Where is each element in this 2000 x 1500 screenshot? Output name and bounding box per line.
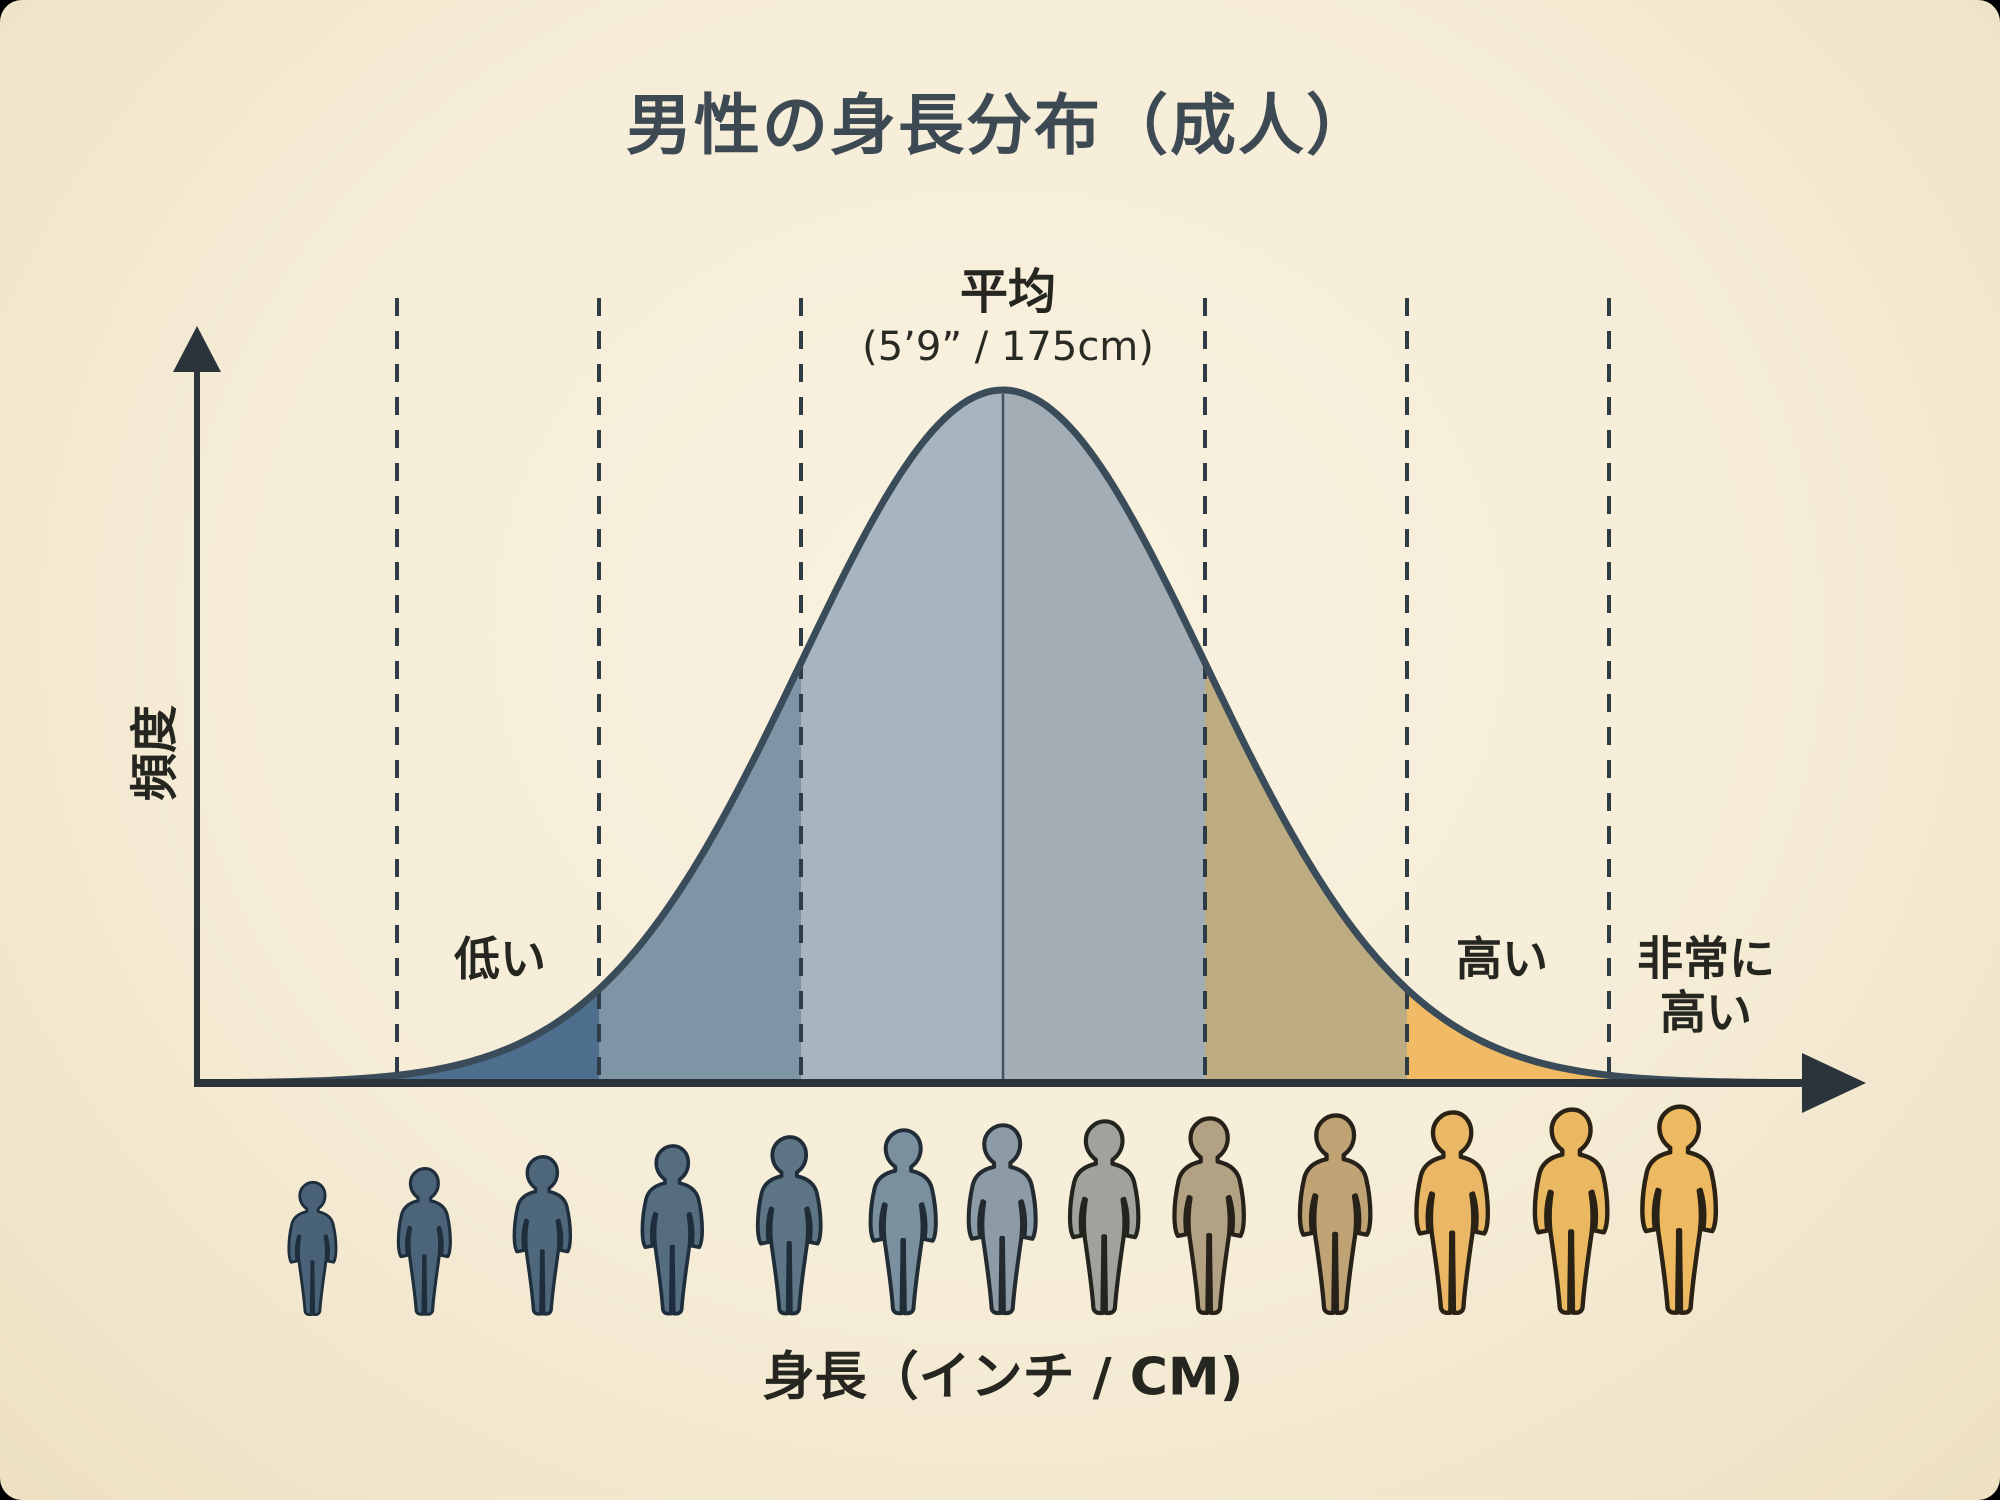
bell-curve-chart [0, 0, 2000, 1500]
x-axis-label: 身長（インチ / CM) [763, 1335, 1244, 1410]
person-figure [871, 1130, 936, 1313]
person-figure [514, 1157, 570, 1314]
y-axis-label: 頻度 [115, 705, 185, 801]
region-label-very-tall-line1: 非常に [1637, 932, 1775, 986]
person-figure [1416, 1112, 1487, 1312]
mean-value-label: (5’9” / 175cm) [862, 324, 1154, 370]
person-figure [1070, 1121, 1138, 1313]
page-title: 男性の身長分布（成人） [626, 72, 1374, 168]
mean-label: 平均 [960, 252, 1056, 322]
sigma-band [1205, 295, 1407, 1083]
sigma-band [1003, 295, 1205, 1083]
person-figure [758, 1137, 821, 1313]
sigma-band [599, 295, 801, 1083]
distribution-bands [200, 295, 1815, 1083]
y-axis-arrow-icon [173, 326, 221, 372]
region-label-very-tall-line2: 高い [1637, 986, 1775, 1040]
person-figure [289, 1182, 336, 1314]
height-figures [289, 1107, 1716, 1315]
person-figure [1535, 1110, 1607, 1313]
person-figure [642, 1146, 702, 1314]
region-label-very-tall: 非常に 高い [1637, 932, 1775, 1041]
person-figure [969, 1125, 1036, 1313]
person-figure [1642, 1107, 1715, 1313]
person-figure [1300, 1115, 1370, 1312]
region-label-tall: 高い [1456, 923, 1548, 989]
x-axis-arrow-icon [1802, 1053, 1866, 1113]
region-label-short: 低い [454, 923, 546, 989]
sigma-band [801, 295, 1003, 1083]
infographic-page: 男性の身長分布（成人） 頻度 平均 (5’9” / 175cm) 低い 高い 非… [0, 0, 2000, 1500]
person-figure [398, 1169, 450, 1315]
person-figure [1174, 1118, 1243, 1313]
